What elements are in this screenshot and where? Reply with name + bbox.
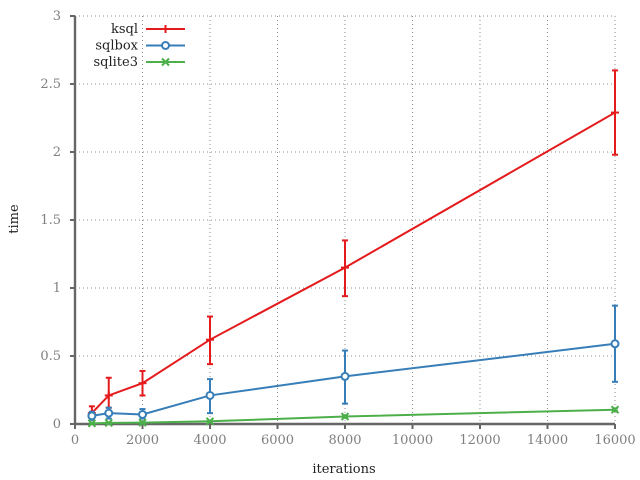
y-tick-label: 1.5 bbox=[40, 213, 61, 228]
y-tick-label: 2 bbox=[53, 145, 61, 160]
legend-marker bbox=[161, 41, 170, 50]
x-axis-label: iterations bbox=[312, 462, 375, 477]
data-point-ksql bbox=[104, 391, 113, 400]
legend-label: sqlbox bbox=[95, 39, 138, 54]
y-tick-label: 0.5 bbox=[40, 349, 61, 364]
x-tick-label: 2000 bbox=[126, 433, 159, 448]
y-axis-ticks: 0 0.5 1 1.5 2 2.5 3 bbox=[40, 9, 75, 432]
data-point-sqlbox bbox=[340, 371, 350, 381]
legend-marker bbox=[161, 57, 170, 67]
series-line-sqlite3 bbox=[91, 408, 616, 425]
x-tick-label: 10000 bbox=[392, 433, 433, 448]
y-tick-label: 2.5 bbox=[40, 77, 61, 92]
y-tick-label: 0 bbox=[53, 417, 61, 432]
data-point-ksql bbox=[341, 263, 349, 272]
legend-marker bbox=[161, 25, 170, 33]
y-tick-label: 3 bbox=[53, 9, 61, 24]
x-tick-label: 16000 bbox=[594, 433, 635, 448]
series-layer bbox=[87, 69, 620, 428]
series-line-sqlbox bbox=[91, 342, 616, 417]
y-axis-label: time bbox=[7, 204, 22, 234]
y-tick-label: 1 bbox=[53, 281, 61, 296]
legend-item-sqlbox: sqlbox bbox=[95, 39, 185, 54]
data-point-sqlite3 bbox=[610, 405, 620, 414]
x-tick-label: 0 bbox=[71, 433, 79, 448]
data-point-sqlite3 bbox=[340, 412, 350, 421]
data-point-ksql bbox=[611, 108, 619, 117]
data-point-sqlite3 bbox=[205, 417, 215, 426]
series-sqlbox bbox=[87, 304, 620, 421]
series-ksql bbox=[87, 69, 619, 420]
data-point-ksql bbox=[206, 335, 214, 344]
x-tick-label: 6000 bbox=[261, 433, 294, 448]
data-point-sqlbox bbox=[104, 408, 114, 418]
data-point-sqlite3 bbox=[138, 418, 147, 427]
x-tick-label: 8000 bbox=[328, 433, 361, 448]
data-point-sqlite3 bbox=[87, 419, 97, 428]
grid bbox=[75, 15, 616, 424]
legend-item-sqlite3: sqlite3 bbox=[94, 55, 185, 70]
series-line-ksql bbox=[91, 111, 616, 414]
legend-label: sqlite3 bbox=[94, 55, 139, 70]
x-axis-ticks: 0 2000 4000 6000 8000 10000 12000 14000 16000 bbox=[71, 424, 636, 448]
data-point-sqlite3 bbox=[104, 418, 113, 428]
data-point-sqlbox bbox=[138, 409, 147, 419]
x-tick-label: 4000 bbox=[193, 433, 226, 448]
data-point-ksql bbox=[138, 379, 147, 388]
series-sqlite3 bbox=[87, 405, 620, 428]
legend-item-ksql: ksql bbox=[111, 22, 185, 37]
data-point-sqlbox bbox=[87, 411, 97, 421]
data-point-sqlbox bbox=[610, 339, 620, 349]
legend-label: ksql bbox=[111, 22, 138, 37]
x-tick-label: 12000 bbox=[459, 433, 500, 448]
data-point-sqlbox bbox=[205, 390, 215, 400]
x-tick-label: 14000 bbox=[527, 433, 568, 448]
